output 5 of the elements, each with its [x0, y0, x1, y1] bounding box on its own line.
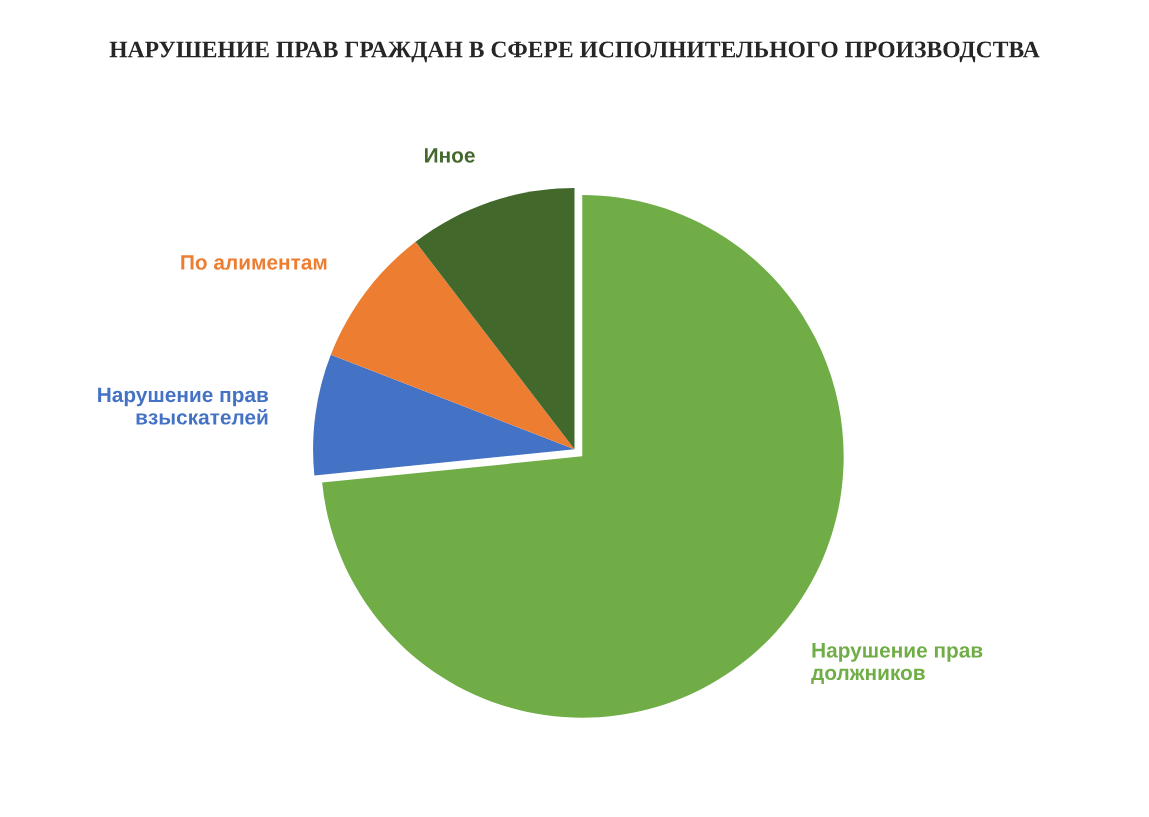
slice-label: По алиментам: [181, 255, 327, 270]
slice-label: Иное: [425, 148, 475, 163]
chart-title: НАРУШЕНИЕ ПРАВ ГРАЖДАН В СФЕРЕ ИСПОЛНИТЕЛЬНОГО ПРОИЗВОДСТВА: [109, 41, 1040, 63]
slice-label: Нарушение прав должников: [811, 643, 983, 685]
slice-label: Нарушение прав взыскателей: [98, 387, 269, 425]
